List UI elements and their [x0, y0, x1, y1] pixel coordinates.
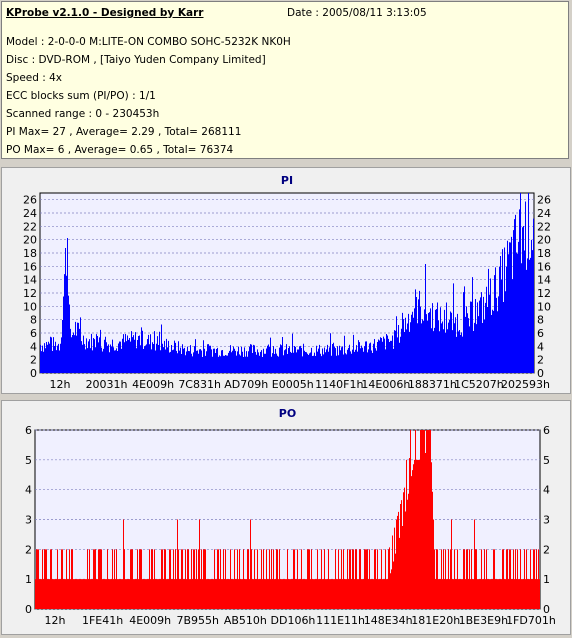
- y-tick-label-right: 14: [537, 274, 551, 287]
- y-tick-label-right: 22: [537, 220, 551, 233]
- po-chart-panel: PO 0 0 1 1 2 2 3 3 4 4 5 5 6 6 12h 1FE41h 4E009h 7B955h AB5…: [1, 400, 571, 635]
- pi-stats-line: PI Max= 27 , Average= 2.29 , Total= 2681…: [6, 126, 242, 138]
- x-tick-label: 7B955h: [177, 614, 220, 627]
- y-tick-label: 10: [23, 300, 37, 313]
- x-tick-label: 12h: [50, 378, 71, 391]
- speed-line: Speed : 4x: [6, 72, 63, 84]
- x-tick-label: 1BE3E9h: [459, 614, 508, 627]
- x-tick-label: 7C831h: [178, 378, 221, 391]
- y-tick-label: 16: [23, 260, 37, 273]
- y-tick-label-right: 4: [543, 484, 550, 497]
- data-bars: [35, 430, 540, 609]
- y-tick-label-right: 6: [543, 424, 550, 437]
- scan-date: Date : 2005/08/11 3:13:05: [287, 7, 427, 19]
- chart-title: PO: [279, 407, 296, 420]
- y-tick-label-right: 18: [537, 247, 551, 260]
- y-tick-label-right: 2: [543, 543, 550, 556]
- y-tick-label-right: 0: [543, 603, 550, 616]
- y-tick-label-right: 0: [537, 367, 544, 380]
- y-tick-label-right: 8: [537, 314, 544, 327]
- y-tick-label: 0: [30, 367, 37, 380]
- y-tick-label-right: 3: [543, 514, 550, 527]
- x-tick-label: AB510h: [224, 614, 267, 627]
- x-tick-label: 1FE41h: [82, 614, 123, 627]
- po-stats-line: PO Max= 6 , Average= 0.65 , Total= 76374: [6, 144, 234, 156]
- x-tick-label: 1C5207h: [454, 378, 504, 391]
- y-tick-label-right: 16: [537, 260, 551, 273]
- y-tick-label-right: 6: [537, 327, 544, 340]
- y-tick-label: 4: [30, 340, 37, 353]
- x-tick-label: 202593h: [501, 378, 550, 391]
- chart-title: PI: [281, 174, 293, 187]
- data-bars: [40, 193, 534, 373]
- y-tick-label-right: 1: [543, 573, 550, 586]
- x-tick-label: 14E006h: [361, 378, 410, 391]
- x-tick-label: 188371h: [408, 378, 457, 391]
- po-chart: PO 0 0 1 1 2 2 3 3 4 4 5 5 6 6 12h 1FE41h 4E009h 7B955h AB5…: [25, 407, 556, 627]
- x-tick-label: 111E11h: [316, 614, 365, 627]
- y-tick-label-right: 10: [537, 300, 551, 313]
- range-line: Scanned range : 0 - 230453h: [6, 108, 160, 120]
- y-tick-label: 12: [23, 287, 37, 300]
- x-tick-label: 148E34h: [364, 614, 413, 627]
- x-tick-label: AD709h: [224, 378, 268, 391]
- x-tick-label: 1FD701h: [506, 614, 556, 627]
- x-tick-label: 4E009h: [129, 614, 171, 627]
- y-tick-label: 3: [25, 514, 32, 527]
- x-tick-label: DD106h: [271, 614, 316, 627]
- y-tick-label: 18: [23, 247, 37, 260]
- x-tick-label: 1140F1h: [315, 378, 363, 391]
- y-tick-label: 6: [30, 327, 37, 340]
- y-tick-label: 6: [25, 424, 32, 437]
- x-tick-label: 12h: [45, 614, 66, 627]
- y-tick-label: 2: [30, 354, 37, 367]
- y-tick-label: 8: [30, 314, 37, 327]
- y-tick-label: 0: [25, 603, 32, 616]
- x-tick-label: E0005h: [272, 378, 314, 391]
- y-tick-label: 5: [25, 454, 32, 467]
- x-tick-label: 181E20h: [411, 614, 460, 627]
- app-title: KProbe v2.1.0 - Designed by Karr: [6, 7, 204, 19]
- x-tick-label: 20031h: [86, 378, 128, 391]
- y-tick-label: 2: [25, 543, 32, 556]
- y-tick-label-right: 26: [537, 194, 551, 207]
- y-tick-label-right: 5: [543, 454, 550, 467]
- y-tick-label: 24: [23, 207, 37, 220]
- pi-chart-panel: PI 0 0 2 2 4 4 6 6 8 8 10 10 12 12 14 14 16 16 18 18 20 20 22 22…: [1, 167, 571, 394]
- y-tick-label-right: 24: [537, 207, 551, 220]
- y-tick-label: 20: [23, 234, 37, 247]
- disc-line: Disc : DVD-ROM , [Taiyo Yuden Company Li…: [6, 54, 266, 66]
- info-panel: KProbe v2.1.0 - Designed by Karr Date : …: [1, 1, 569, 159]
- y-tick-label-right: 20: [537, 234, 551, 247]
- y-tick-label: 4: [25, 484, 32, 497]
- x-tick-label: 4E009h: [132, 378, 174, 391]
- y-tick-label: 14: [23, 274, 37, 287]
- model-line: Model : 2-0-0-0 M:LITE-ON COMBO SOHC-523…: [6, 36, 291, 48]
- y-tick-label-right: 2: [537, 354, 544, 367]
- y-tick-label: 1: [25, 573, 32, 586]
- y-tick-label-right: 4: [537, 340, 544, 353]
- y-tick-label: 26: [23, 194, 37, 207]
- ecc-line: ECC blocks sum (PI/PO) : 1/1: [6, 90, 156, 102]
- y-tick-label: 22: [23, 220, 37, 233]
- y-tick-label-right: 12: [537, 287, 551, 300]
